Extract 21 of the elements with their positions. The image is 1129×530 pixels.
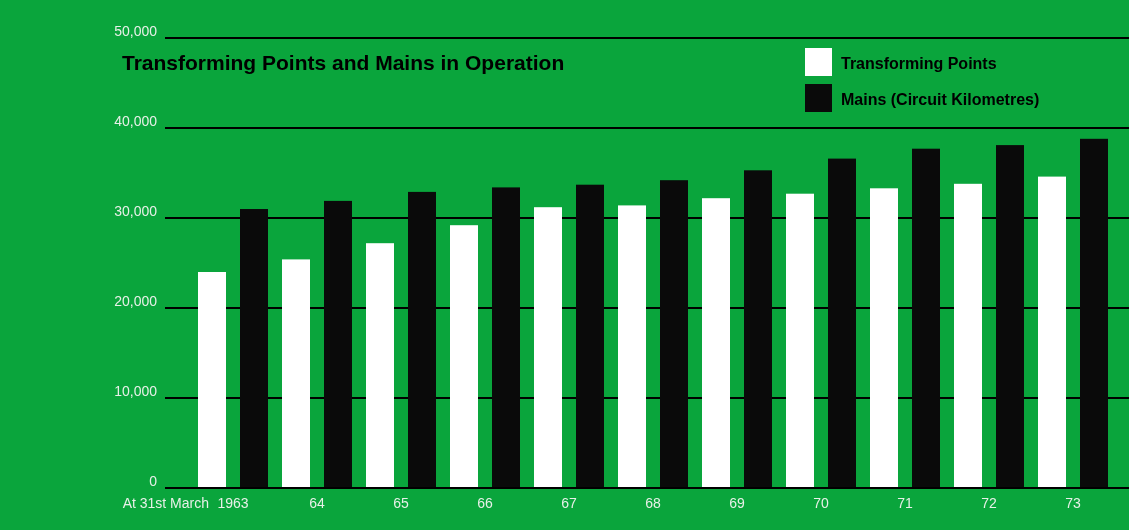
x-tick-label: 68 — [645, 495, 661, 511]
x-tick-label: 70 — [813, 495, 829, 511]
x-tick-label: 64 — [309, 495, 325, 511]
x-tick-label: 67 — [561, 495, 577, 511]
y-tick-label: 30,000 — [114, 202, 158, 219]
x-tick-label: 66 — [477, 495, 493, 511]
text: Transforming Points and Mains in Operation — [122, 51, 565, 74]
x-tick-label: 1963 — [217, 495, 249, 511]
x-tick-label: 71 — [897, 495, 913, 511]
x-tick-label: 65 — [393, 495, 409, 511]
x-axis-title: At 31st March — [122, 495, 209, 511]
x-tick-label: 72 — [981, 495, 997, 511]
y-tick-label: 40,000 — [114, 112, 158, 129]
legend-label: Mains (Circuit Kilometres) — [841, 91, 1040, 108]
legend-label: Transforming Points — [841, 55, 997, 72]
y-tick-label: 20,000 — [114, 292, 158, 309]
y-tick-label: 0 — [149, 472, 158, 489]
y-tick-label: 50,000 — [114, 22, 158, 39]
x-tick-label: 69 — [729, 495, 745, 511]
x-tick-label: 73 — [1065, 495, 1081, 511]
y-tick-label: 10,000 — [114, 382, 158, 399]
